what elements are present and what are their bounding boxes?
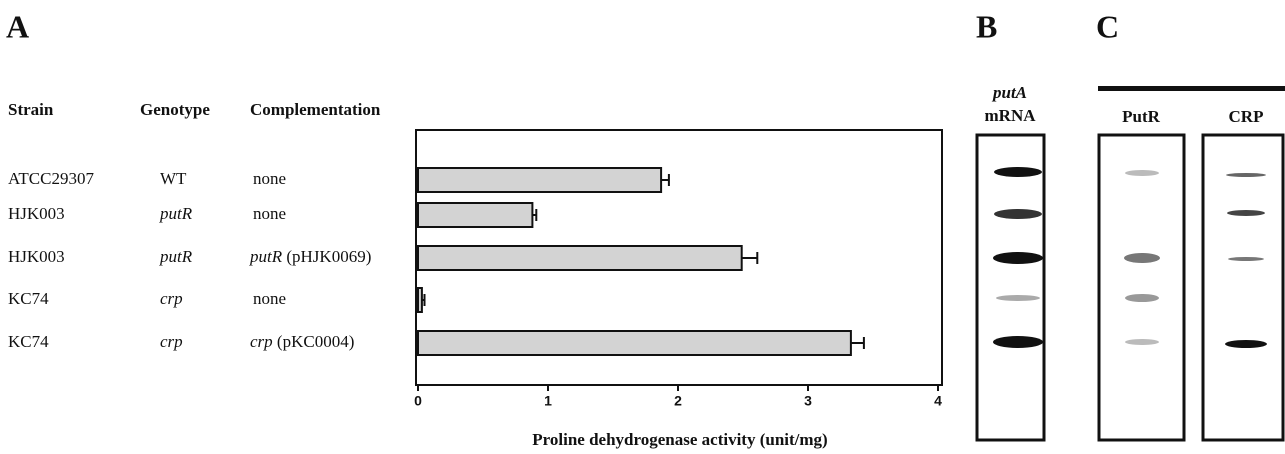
strain: ATCC29307 (8, 169, 94, 188)
blot-bands (993, 167, 1043, 348)
bar (418, 288, 422, 312)
x-tick-label: 1 (544, 393, 552, 409)
figure: A B C Strain Genotype Complementation Pr… (0, 0, 1285, 454)
complementation: none (253, 169, 286, 188)
genotype: WT (160, 169, 187, 188)
column-header: Strain (8, 100, 54, 119)
gene: putR (249, 247, 283, 266)
x-tick-label: 2 (674, 393, 682, 409)
error-bar (851, 337, 864, 349)
panel-label: A (6, 8, 29, 44)
genotype: crp (160, 332, 183, 351)
x-tick-label: 0 (414, 393, 422, 409)
plasmid: (pKC0004) (277, 332, 354, 351)
band (1225, 340, 1267, 348)
blot-header: CRP (1229, 107, 1264, 126)
x-axis-label: Proline dehydrogenase activity (unit/mg) (532, 430, 827, 449)
band (1227, 210, 1265, 216)
error-bar (661, 174, 669, 186)
panel-label: B (976, 8, 997, 44)
error-bar (742, 252, 758, 264)
band (1125, 170, 1159, 176)
bar (418, 168, 661, 192)
plasmid: (pHJK0069) (286, 247, 371, 266)
band (993, 336, 1043, 348)
blot-gene: putA (991, 83, 1027, 102)
band (993, 252, 1043, 264)
header-bar (1098, 86, 1285, 91)
x-tick-label: 4 (934, 393, 942, 409)
panel-label: C (1096, 8, 1119, 44)
strain: HJK003 (8, 204, 65, 223)
blot-frame (1099, 135, 1184, 440)
complementation: putR (pHJK0069) (249, 247, 371, 266)
genotype: putR (159, 247, 193, 266)
band (994, 209, 1042, 219)
band (1125, 339, 1159, 345)
x-tick-label: 3 (804, 393, 812, 409)
genotype: putR (159, 204, 193, 223)
gene: crp (250, 332, 273, 351)
strain: KC74 (8, 332, 49, 351)
bar (418, 331, 851, 355)
strain: KC74 (8, 289, 49, 308)
blot-header: PutR (1122, 107, 1161, 126)
blot-frame (977, 135, 1044, 440)
band (1226, 173, 1266, 177)
blot-frame (1203, 135, 1283, 440)
bar (418, 246, 742, 270)
band (1124, 253, 1160, 263)
band (1228, 257, 1264, 261)
band (996, 295, 1040, 301)
band (1125, 294, 1159, 302)
band (994, 167, 1042, 177)
complementation: crp (pKC0004) (250, 332, 354, 351)
complementation: none (253, 289, 286, 308)
bar (418, 203, 532, 227)
genotype: crp (160, 289, 183, 308)
blot-label: mRNA (985, 106, 1037, 125)
blot-bands (1124, 170, 1267, 348)
complementation: none (253, 204, 286, 223)
column-header: Genotype (140, 100, 210, 119)
strain: HJK003 (8, 247, 65, 266)
column-header: Complementation (250, 100, 381, 119)
